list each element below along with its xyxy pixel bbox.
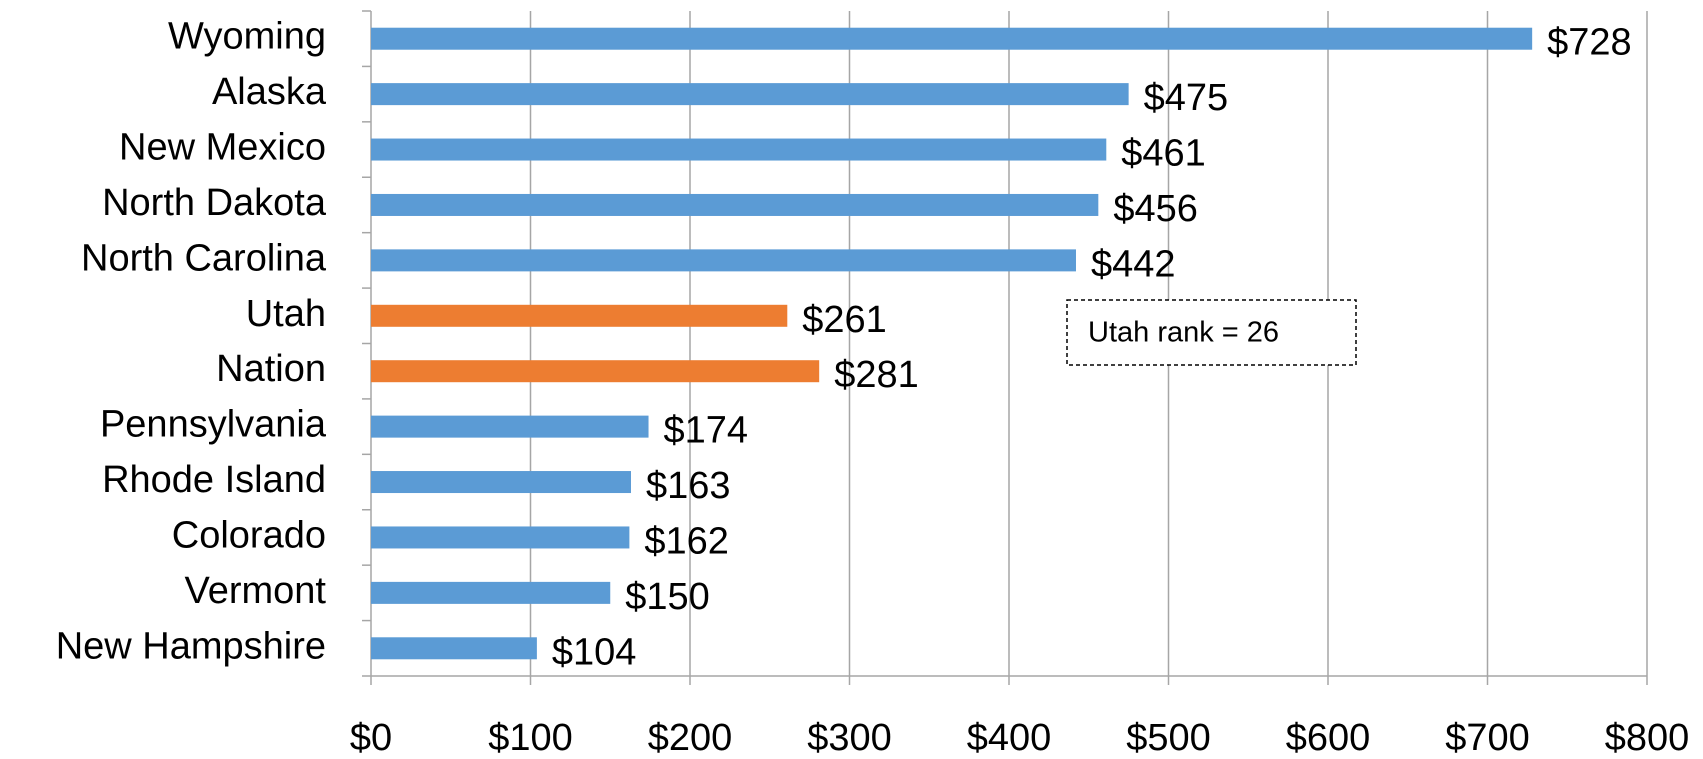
annotation-box xyxy=(1066,299,1357,366)
bar xyxy=(371,193,1099,216)
y-tick-label: Nation xyxy=(216,348,326,390)
x-tick-label: $100 xyxy=(488,717,573,759)
x-tick-label: $700 xyxy=(1445,717,1530,759)
value-label: $104 xyxy=(552,631,637,673)
value-label: $163 xyxy=(646,465,731,507)
bar xyxy=(371,360,820,383)
value-label: $728 xyxy=(1547,22,1632,64)
value-label: $261 xyxy=(802,299,887,341)
x-tick-label: $800 xyxy=(1605,717,1690,759)
bar xyxy=(371,138,1107,161)
value-label: $442 xyxy=(1091,243,1176,285)
x-tick-label: $0 xyxy=(350,717,392,759)
x-tick-label: $600 xyxy=(1286,717,1371,759)
value-label: $461 xyxy=(1121,133,1206,175)
x-tick-label: $400 xyxy=(967,717,1052,759)
y-tick-label: North Dakota xyxy=(102,182,327,224)
y-tick-label: Alaska xyxy=(212,71,327,113)
bar xyxy=(371,83,1129,106)
y-tick-label: Vermont xyxy=(184,570,326,612)
y-tick-label: Wyoming xyxy=(168,16,326,58)
value-label: $150 xyxy=(625,576,710,618)
value-label: $174 xyxy=(664,410,749,452)
bar xyxy=(371,304,788,327)
y-tick-label: New Hampshire xyxy=(56,625,326,667)
bar xyxy=(371,249,1076,272)
bar xyxy=(371,526,630,549)
value-label: $475 xyxy=(1144,77,1229,119)
bar xyxy=(371,581,611,604)
annotation: Utah rank = 26 xyxy=(1088,317,1279,349)
bar xyxy=(371,27,1533,50)
value-label: $162 xyxy=(644,520,729,562)
value-label: $456 xyxy=(1113,188,1198,230)
x-tick-label: $300 xyxy=(807,717,892,759)
bar xyxy=(371,415,649,438)
x-tick-label: $500 xyxy=(1126,717,1211,759)
y-tick-label: New Mexico xyxy=(119,127,326,169)
value-label: $281 xyxy=(834,354,919,396)
y-tick-label: Colorado xyxy=(172,514,326,556)
y-tick-label: Utah xyxy=(246,293,326,335)
y-tick-label: Rhode Island xyxy=(102,459,326,501)
y-tick-label: North Carolina xyxy=(81,237,327,279)
bar xyxy=(371,471,631,494)
bar xyxy=(371,637,537,660)
y-tick-label: Pennsylvania xyxy=(100,404,327,446)
x-tick-label: $200 xyxy=(648,717,733,759)
